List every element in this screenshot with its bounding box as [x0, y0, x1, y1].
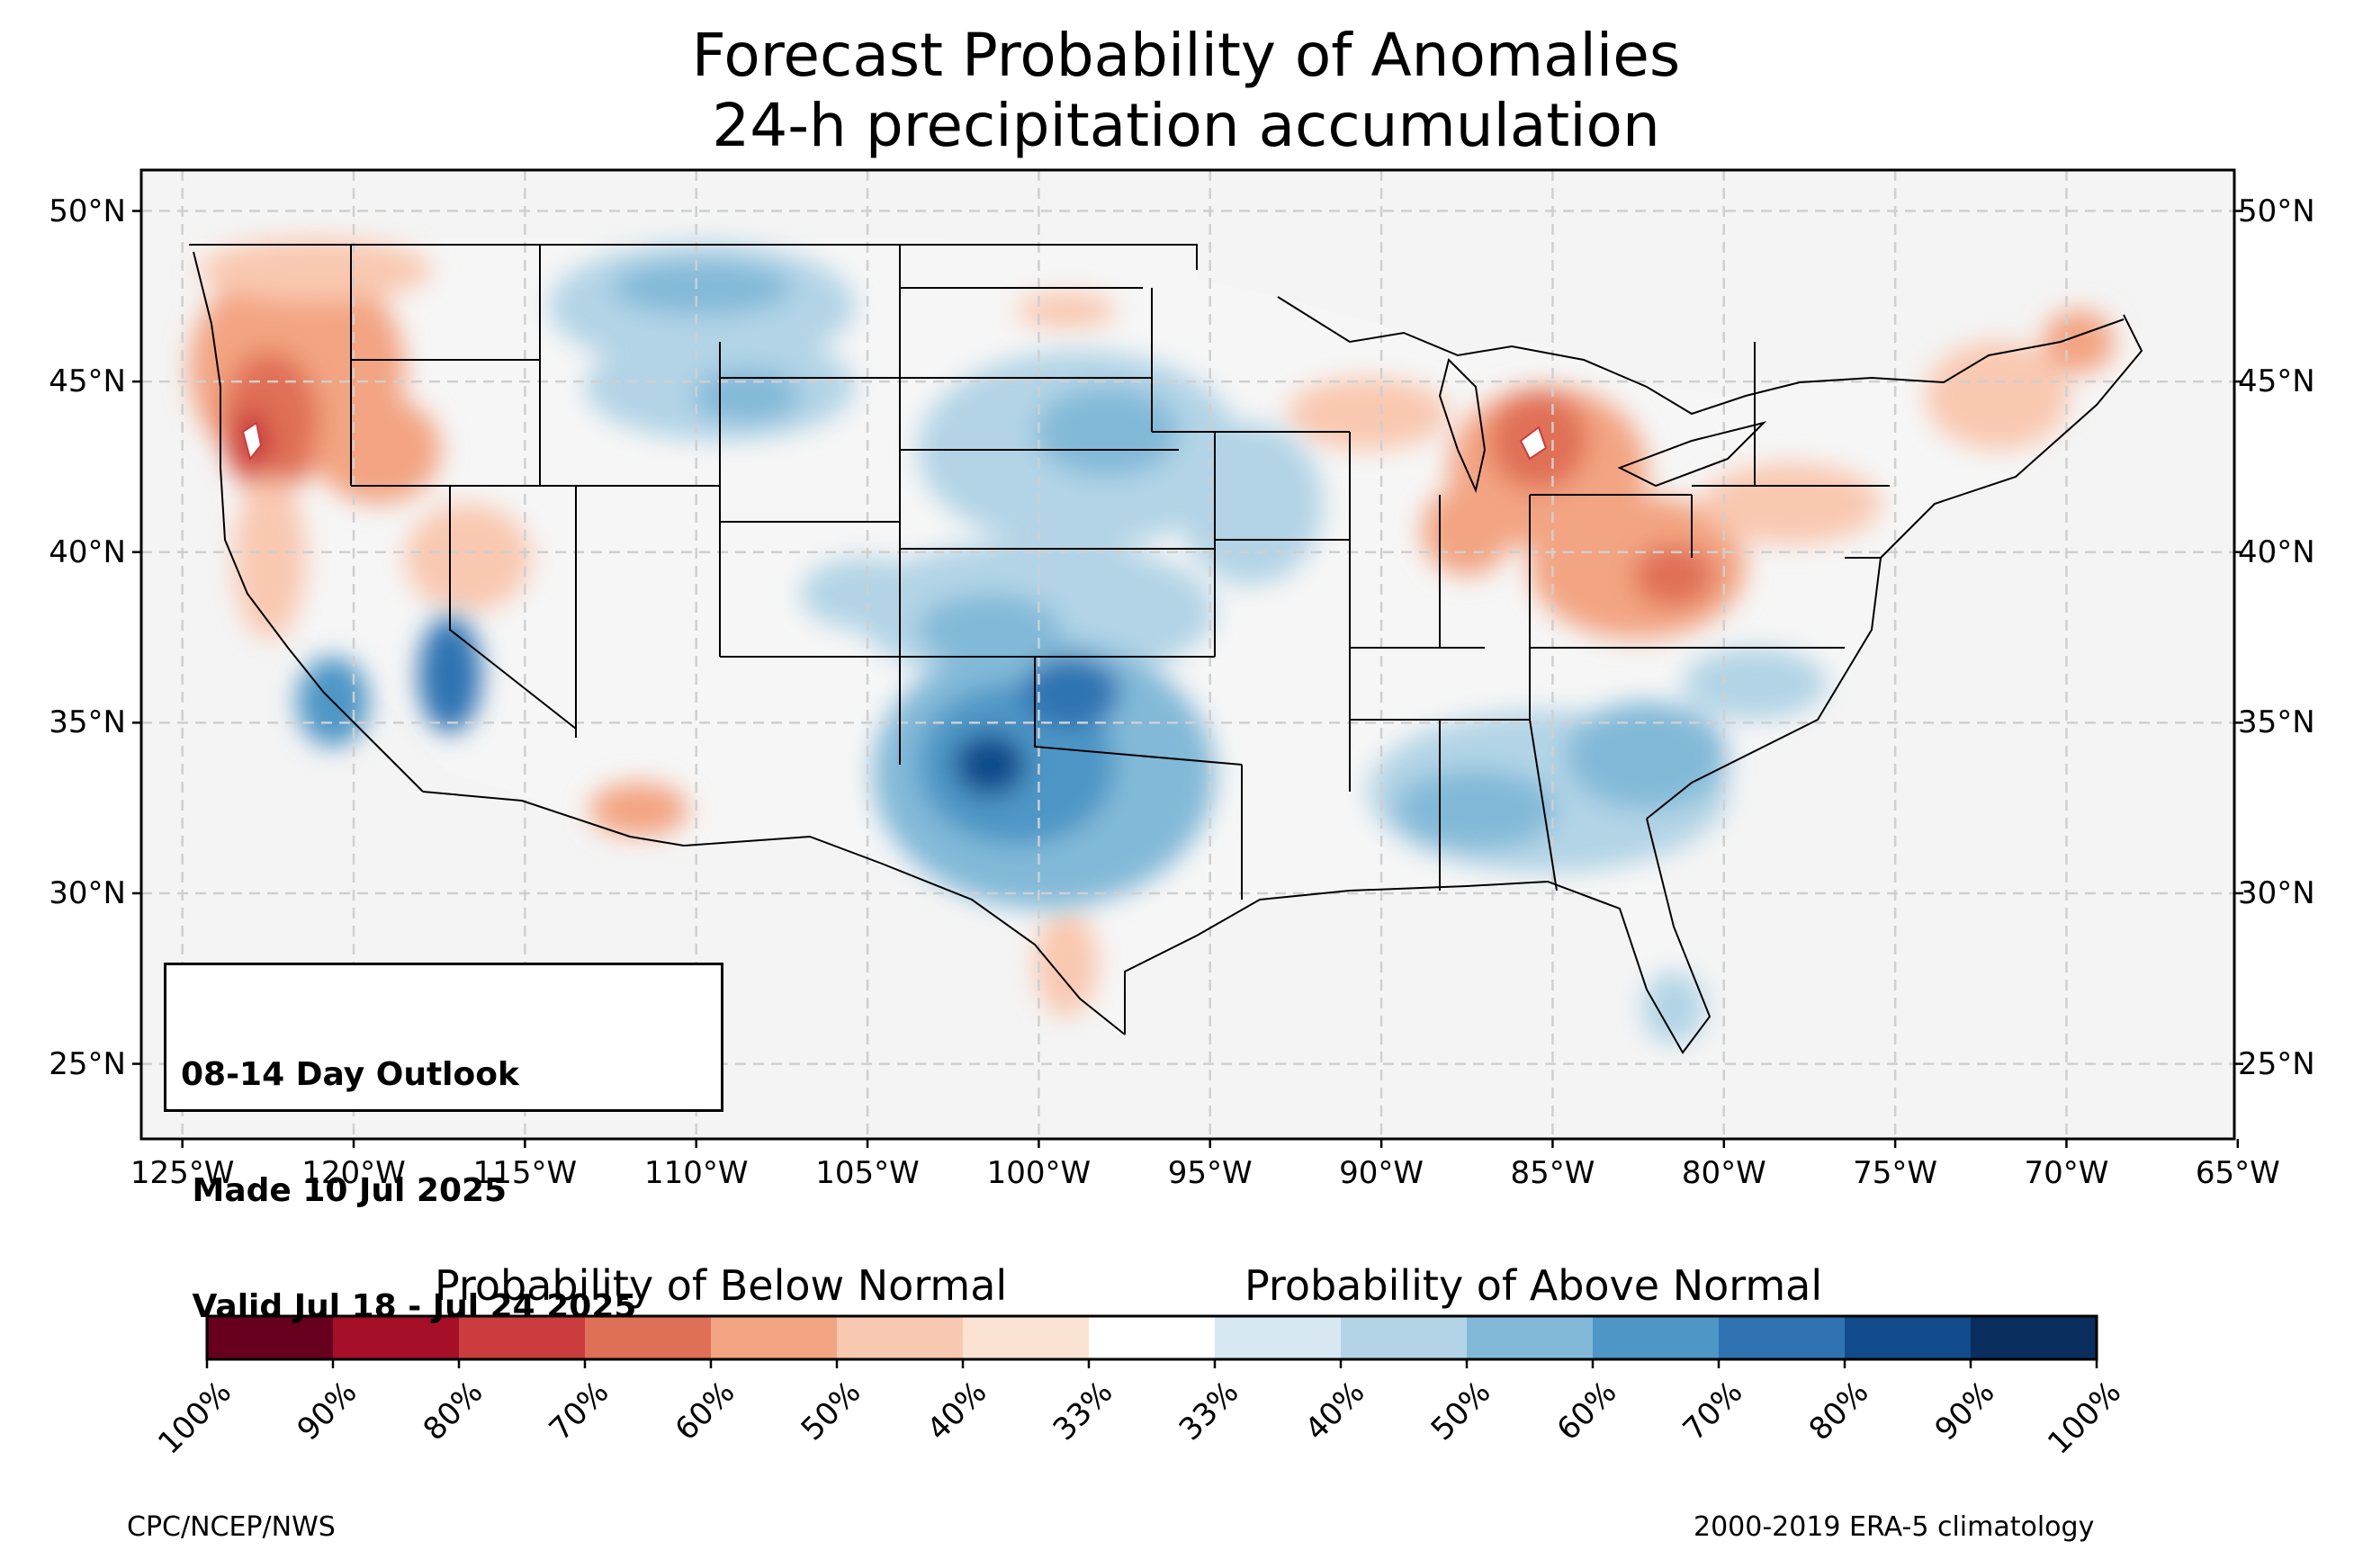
above-normal-regions — [297, 243, 1827, 1044]
region-maine — [2043, 310, 2115, 373]
region-ohio-core — [1633, 544, 1714, 607]
region-texas-peak — [954, 733, 1026, 796]
map-panel — [141, 170, 2234, 1139]
latitude-tick-label-left: 40°N — [49, 533, 126, 570]
west-coast — [193, 251, 424, 793]
latitude-tick-label-right: 45°N — [2238, 363, 2315, 400]
state-lines-west — [350, 245, 901, 765]
longitude-tick-label: 115°W — [472, 1155, 578, 1191]
region-iowa — [1179, 423, 1323, 585]
lake-erie — [1617, 421, 1767, 488]
peak-marker-oregon — [241, 421, 263, 461]
outlook-made-date: Made 10 Jul 2025 — [181, 1172, 508, 1209]
east-coast — [1646, 314, 2143, 820]
outlook-valid-range: Valid Jul 18 - Jul 24 2025 — [181, 1288, 637, 1325]
latitude-tick-label-right: 25°N — [2238, 1045, 2315, 1082]
region-indiana — [1422, 486, 1512, 576]
region-georgia — [1566, 702, 1728, 810]
colorbar-below-label: Probability of Below Normal — [435, 1261, 1008, 1310]
region-florida — [1642, 972, 1705, 1044]
longitude-tick-label: 90°W — [1339, 1155, 1424, 1191]
longitude-tick-label: 85°W — [1510, 1155, 1595, 1191]
region-new-england — [1926, 342, 2070, 450]
region-idaho-oregon — [315, 396, 441, 504]
colorbar-swatch — [459, 1316, 586, 1359]
state-lines-east — [1349, 342, 1890, 892]
latitude-tick-label-left: 30°N — [49, 874, 126, 911]
colorbar-swatch — [1089, 1316, 1216, 1359]
region-nevada-south — [418, 616, 481, 733]
colorbar-swatch — [207, 1316, 334, 1359]
colorbar-swatch — [1593, 1316, 1720, 1359]
region-carolinas — [1683, 648, 1827, 720]
tick-marks — [132, 210, 2243, 1148]
outlook-info-box: 08-14 Day Outlook Made 10 Jul 2025 Valid… — [164, 963, 723, 1325]
latitude-tick-label-left: 35°N — [49, 704, 126, 741]
colorbar-swatch — [1971, 1316, 2098, 1359]
region-south-texas — [1035, 909, 1098, 1017]
map-frame — [139, 168, 2236, 1141]
region-alabama — [1395, 769, 1557, 850]
longitude-tick-label: 110°W — [643, 1155, 749, 1191]
longitude-tick-label: 105°W — [815, 1155, 920, 1191]
colorbar-frame — [205, 1314, 2098, 1361]
region-wisconsin — [1287, 378, 1449, 450]
region-oklahoma-peak — [1021, 657, 1120, 729]
outlook-title: 08-14 Day Outlook — [181, 1056, 519, 1093]
colorbar-swatch — [1215, 1316, 1342, 1359]
canada-border — [189, 244, 1198, 270]
region-nebraska-core — [1035, 387, 1179, 477]
colorbar-swatch — [1341, 1316, 1468, 1359]
latitude-tick-label-right: 40°N — [2238, 533, 2315, 570]
longitude-tick-label: 120°W — [301, 1155, 406, 1191]
lake-michigan — [1438, 358, 1487, 494]
boundaries — [189, 244, 2143, 1054]
footer-source: CPC/NCEP/NWS — [127, 1511, 336, 1543]
mexico-border — [422, 791, 1126, 1035]
longitude-tick-label: 95°W — [1167, 1155, 1253, 1191]
latitude-tick-label-right: 35°N — [2238, 704, 2315, 741]
colorbar-swatch — [711, 1316, 838, 1359]
region-pacific-northwest-core — [220, 351, 319, 495]
chart-title-line2: 24-h precipitation accumulation — [712, 91, 1660, 160]
colorbar-swatch — [1467, 1316, 1594, 1359]
colorbar-swatch — [837, 1316, 964, 1359]
colorbar-above-label: Probability of Above Normal — [1244, 1261, 1823, 1310]
latitude-tick-label-left: 25°N — [49, 1045, 126, 1082]
chart-title-line1: Forecast Probability of Anomalies — [691, 21, 1681, 90]
region-north-dakota — [1017, 292, 1116, 328]
colorbar-swatch — [963, 1316, 1090, 1359]
latitude-tick-label-right: 30°N — [2238, 874, 2315, 911]
longitude-tick-label: 125°W — [130, 1155, 235, 1191]
colorbar-swatch — [1845, 1316, 1972, 1359]
region-nevada — [405, 504, 531, 612]
latitude-tick-label-right: 50°N — [2238, 193, 2315, 229]
region-southern-arizona — [589, 783, 688, 837]
longitude-tick-label: 80°W — [1681, 1155, 1766, 1191]
region-california-inland — [234, 477, 306, 639]
longitude-tick-label: 70°W — [2024, 1155, 2109, 1191]
region-washington — [198, 238, 432, 301]
region-new-mexico — [801, 558, 927, 630]
great-lakes-outline — [1277, 296, 2125, 416]
longitude-tick-label: 65°W — [2195, 1155, 2280, 1191]
footer-climatology: 2000-2019 ERA-5 climatology — [1694, 1511, 2095, 1543]
state-lines-central — [900, 287, 1350, 900]
region-montana-core — [612, 261, 792, 315]
latitude-tick-label-left: 45°N — [49, 363, 126, 400]
colorbar-swatch — [1719, 1316, 1846, 1359]
gulf-coast — [1124, 818, 1712, 1054]
longitude-tick-label: 75°W — [1853, 1155, 1938, 1191]
region-pennsylvania — [1701, 463, 1881, 544]
latitude-tick-label-left: 50°N — [49, 193, 126, 229]
colorbar-swatch — [333, 1316, 460, 1359]
peak-marker-michigan — [1519, 426, 1548, 461]
colorbar-swatch — [585, 1316, 712, 1359]
colorbar — [205, 1314, 2098, 1368]
longitude-tick-label: 100°W — [986, 1155, 1092, 1191]
